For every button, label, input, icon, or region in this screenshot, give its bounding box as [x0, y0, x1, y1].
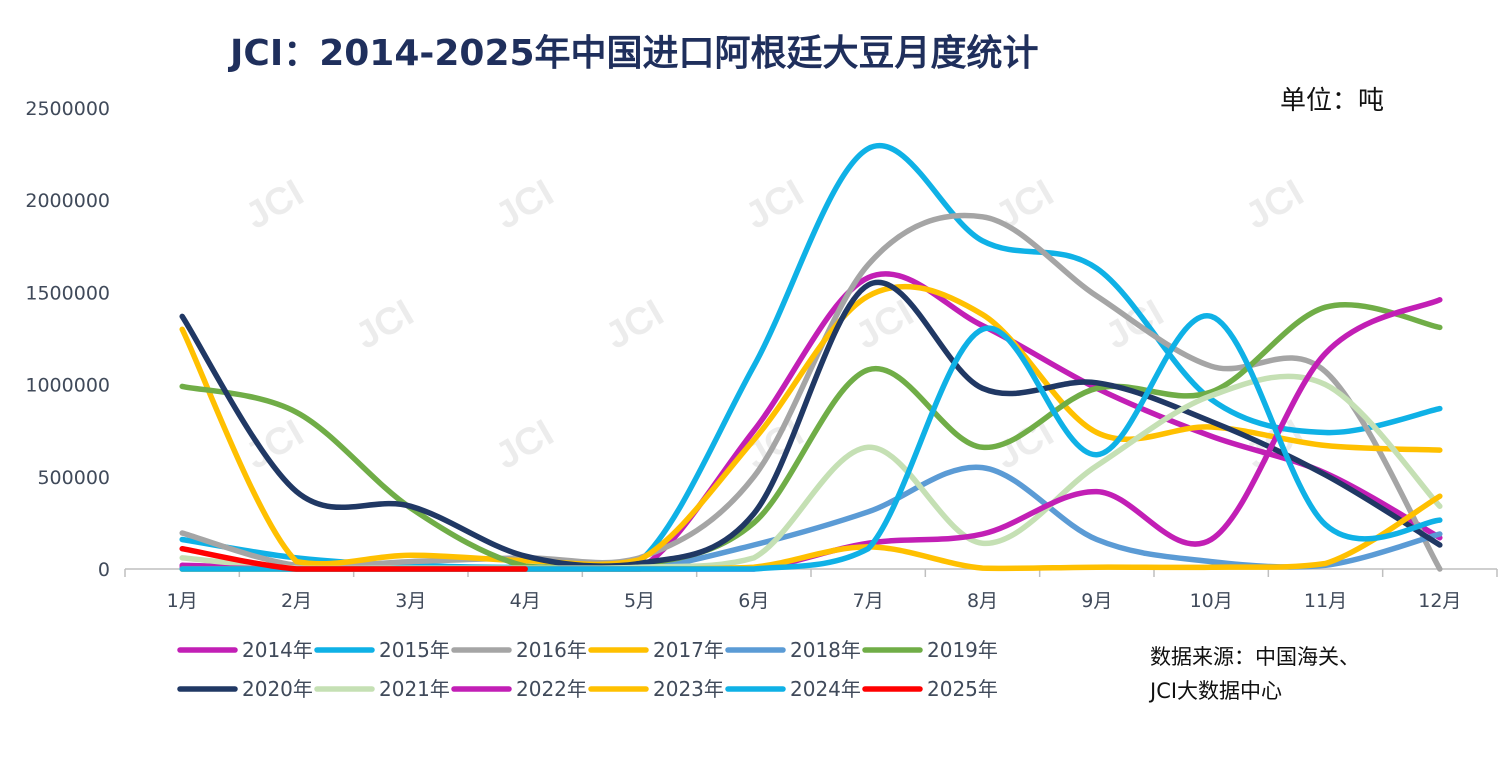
watermark-logo: JCI — [239, 172, 311, 238]
legend-label: 2015年 — [379, 638, 450, 662]
legend-label: 2018年 — [790, 638, 861, 662]
watermark-logo: JCI — [1239, 172, 1311, 238]
watermark-text: JCI — [239, 172, 311, 238]
y-tick-label: 1000000 — [25, 375, 110, 397]
watermark-text: JCI — [489, 172, 561, 238]
legend-label: 2020年 — [242, 677, 313, 701]
series-line-2 — [179, 143, 1443, 571]
legend-label: 2017年 — [653, 638, 724, 662]
x-tick-label: 2月 — [281, 590, 312, 612]
legend-item: 2024年 — [725, 677, 861, 701]
chart-title: JCI：2014-2025年中国进口阿根廷大豆月度统计 — [230, 33, 1039, 74]
x-tick-label: 7月 — [853, 590, 884, 612]
watermark-logo: JCI — [489, 172, 561, 238]
watermark-text: JCI — [739, 172, 811, 238]
y-tick-label: 500000 — [37, 467, 110, 489]
source-note: 数据来源：中国海关、 JCI大数据中心 — [1150, 640, 1360, 708]
legend-label: 2016年 — [516, 638, 587, 662]
watermark-text: JCI — [489, 412, 561, 478]
legend-item: 2020年 — [177, 677, 313, 701]
legend-label: 2023年 — [653, 677, 724, 701]
x-tick-label: 9月 — [1081, 590, 1112, 612]
y-tick-label: 2500000 — [25, 98, 110, 120]
series-line-7 — [179, 279, 1443, 569]
y-axis: 0 500000 1000000 1500000 2000000 2500000 — [25, 98, 110, 581]
x-tick-label: 3月 — [395, 590, 426, 612]
source-line-1: 数据来源：中国海关、 — [1150, 645, 1360, 669]
series-line-3 — [179, 212, 1443, 572]
x-tick-label: 11月 — [1304, 590, 1347, 612]
watermark-text: JCI — [1239, 172, 1311, 238]
legend-item: 2018年 — [725, 638, 861, 662]
watermark-logo: JCI — [599, 292, 671, 358]
x-tick-label: 1月 — [167, 590, 198, 612]
watermark-logo: JCI — [489, 412, 561, 478]
legend-label: 2025年 — [927, 677, 998, 701]
x-tick-label: 6月 — [738, 590, 769, 612]
x-tick-label: 5月 — [624, 590, 655, 612]
y-tick-label: 1500000 — [25, 282, 110, 304]
x-tick-label: 8月 — [967, 590, 998, 612]
x-tick-label: 12月 — [1418, 590, 1461, 612]
legend-label: 2022年 — [516, 677, 587, 701]
legend-label: 2019年 — [927, 638, 998, 662]
legend-item: 2019年 — [862, 638, 998, 662]
legend-label: 2014年 — [242, 638, 313, 662]
watermark-logo: JCI — [349, 292, 421, 358]
series-line-4 — [179, 283, 1443, 568]
legend-item: 2015年 — [314, 638, 450, 662]
legend-item: 2017年 — [588, 638, 724, 662]
watermark-logo: JCI — [989, 172, 1061, 238]
legend: 2014年 2015年 2016年 2017年 2018年 2019年 2020年 2021年… — [177, 638, 998, 701]
x-axis: 1月 2月 3月 4月 5月 6月 7月 8月 9月 10月 11月 12月 — [124, 568, 1498, 612]
legend-label: 2024年 — [790, 677, 861, 701]
x-tick-label: 4月 — [510, 590, 541, 612]
series-lines — [179, 143, 1443, 572]
legend-item: 2025年 — [862, 677, 998, 701]
watermark-text: JCI — [599, 292, 671, 358]
y-tick-label: 0 — [98, 559, 110, 581]
y-tick-label: 2000000 — [25, 190, 110, 212]
legend-item: 2014年 — [177, 638, 313, 662]
unit-label: 单位：吨 — [1280, 86, 1385, 116]
series-line-12 — [179, 545, 528, 572]
legend-item: 2023年 — [588, 677, 724, 701]
legend-item: 2022年 — [451, 677, 587, 701]
x-tick-label: 10月 — [1190, 590, 1233, 612]
legend-item: 2016年 — [451, 638, 587, 662]
watermark-text: JCI — [349, 292, 421, 358]
watermark-text: JCI — [989, 172, 1061, 238]
legend-label: 2021年 — [379, 677, 450, 701]
watermark-logo: JCI — [739, 172, 811, 238]
source-line-2: JCI大数据中心 — [1150, 679, 1283, 703]
legend-item: 2021年 — [314, 677, 450, 701]
